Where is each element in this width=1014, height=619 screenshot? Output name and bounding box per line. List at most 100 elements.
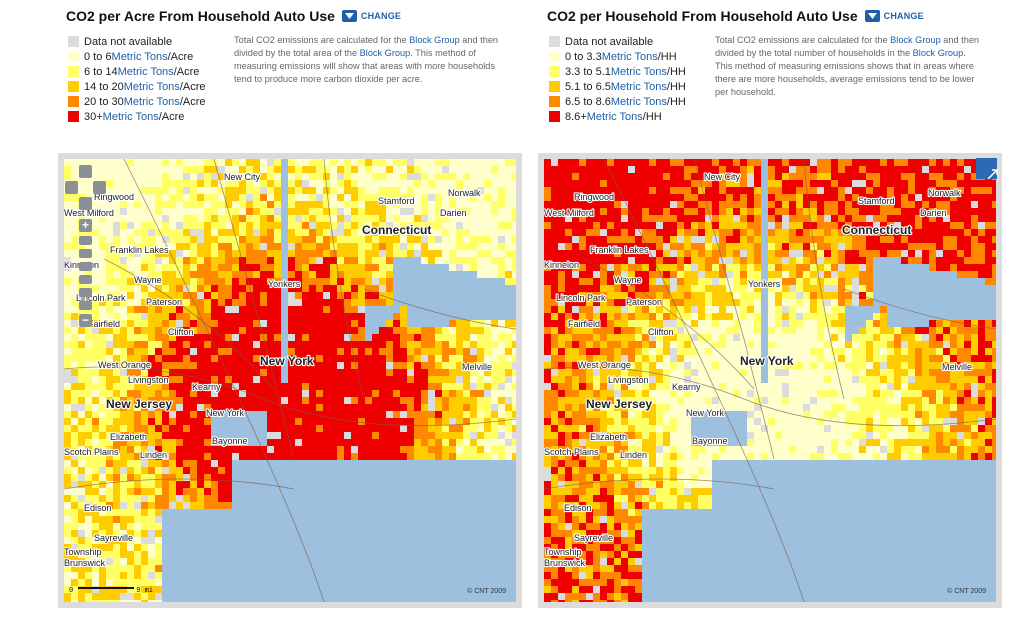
metric-tons-link[interactable]: Metric Tons <box>102 110 159 123</box>
block-group-cell <box>176 243 183 250</box>
block-group-cell <box>498 250 505 257</box>
block-group-cell <box>162 187 169 194</box>
block-group-cell <box>162 411 169 418</box>
block-group-cell <box>607 180 614 187</box>
block-group-cell <box>803 236 810 243</box>
block-group-cell <box>964 362 971 369</box>
block-group-cell <box>407 390 414 397</box>
zoom-level[interactable] <box>79 249 92 258</box>
block-group-cell <box>260 222 267 229</box>
block-group-cell <box>92 565 99 572</box>
block-group-cell <box>943 243 950 250</box>
block-group-cell <box>414 229 421 236</box>
pan-right-button[interactable] <box>93 181 106 194</box>
block-group-cell <box>859 250 866 257</box>
block-group-cell <box>99 257 106 264</box>
block-group-link[interactable]: Block Group <box>912 48 964 58</box>
block-group-cell <box>733 348 740 355</box>
zoom-level[interactable] <box>79 288 92 297</box>
block-group-cell <box>614 208 621 215</box>
change-label: CHANGE <box>360 11 402 21</box>
block-group-cell <box>330 264 337 271</box>
block-group-cell <box>99 250 106 257</box>
zoom-out-button[interactable]: − <box>79 314 92 327</box>
block-group-cell <box>558 159 565 166</box>
metric-tons-link[interactable]: Metric Tons <box>586 110 643 123</box>
block-group-cell <box>323 362 330 369</box>
block-group-cell <box>656 229 663 236</box>
block-group-link[interactable]: Block Group <box>359 48 411 58</box>
block-group-cell <box>435 425 442 432</box>
zoom-level[interactable] <box>79 262 92 271</box>
block-group-cell <box>789 215 796 222</box>
block-group-cell <box>239 250 246 257</box>
block-group-cell <box>99 320 106 327</box>
zoom-in-button[interactable]: + <box>79 219 92 232</box>
block-group-cell <box>78 334 85 341</box>
metric-tons-link[interactable]: Metric Tons <box>111 50 168 63</box>
block-group-cell <box>78 502 85 509</box>
zoom-level[interactable] <box>79 275 92 284</box>
block-group-cell <box>155 600 162 602</box>
block-group-cell <box>985 201 992 208</box>
block-group-cell <box>190 488 197 495</box>
metric-tons-link[interactable]: Metric Tons <box>610 80 667 93</box>
pan-left-button[interactable] <box>65 181 78 194</box>
block-group-cell <box>330 180 337 187</box>
block-group-cell <box>204 334 211 341</box>
block-group-cell <box>414 208 421 215</box>
block-group-cell <box>288 257 295 264</box>
block-group-cell <box>971 369 978 376</box>
block-group-cell <box>218 404 225 411</box>
legend-range: 0 to 3.3 <box>565 50 602 63</box>
block-group-cell <box>992 187 996 194</box>
block-group-cell <box>649 194 656 201</box>
block-group-cell <box>365 376 372 383</box>
block-group-cell <box>691 348 698 355</box>
block-group-cell <box>859 362 866 369</box>
metric-tons-link[interactable]: Metric Tons <box>610 95 667 108</box>
block-group-cell <box>628 187 635 194</box>
block-group-cell <box>169 390 176 397</box>
block-group-cell <box>71 488 78 495</box>
metric-tons-link[interactable]: Metric Tons <box>610 65 667 78</box>
zoom-level[interactable] <box>79 301 92 310</box>
block-group-cell <box>344 222 351 229</box>
block-group-cell <box>106 180 113 187</box>
block-group-cell <box>491 369 498 376</box>
metric-tons-link[interactable]: Metric Tons <box>601 50 658 63</box>
block-group-cell <box>274 306 281 313</box>
block-group-cell <box>78 593 85 600</box>
block-group-cell <box>456 411 463 418</box>
pan-down-button[interactable] <box>79 197 92 210</box>
block-group-cell <box>544 250 551 257</box>
block-group-link[interactable]: Block Group <box>890 35 941 45</box>
block-group-cell <box>705 243 712 250</box>
block-group-cell <box>442 390 449 397</box>
block-group-cell <box>838 355 845 362</box>
block-group-cell <box>572 243 579 250</box>
block-group-cell <box>887 376 894 383</box>
pan-up-button[interactable] <box>79 165 92 178</box>
block-group-link[interactable]: Block Group <box>409 35 460 45</box>
zoom-level[interactable] <box>79 236 92 245</box>
block-group-cell <box>922 362 929 369</box>
change-button[interactable]: CHANGE <box>341 10 402 22</box>
block-group-cell <box>64 516 71 523</box>
block-group-cell <box>558 376 565 383</box>
metric-tons-link[interactable]: Metric Tons <box>123 95 180 108</box>
block-group-cell <box>253 201 260 208</box>
block-group-cell <box>358 299 365 306</box>
metric-tons-link[interactable]: Metric Tons <box>117 65 174 78</box>
block-group-cell <box>267 166 274 173</box>
block-group-cell <box>463 348 470 355</box>
block-group-cell <box>684 285 691 292</box>
block-group-cell <box>99 285 106 292</box>
metric-tons-link[interactable]: Metric Tons <box>123 80 180 93</box>
change-button[interactable]: CHANGE <box>864 10 924 22</box>
block-group-cell <box>831 292 838 299</box>
block-group-cell <box>302 334 309 341</box>
block-group-cell <box>747 166 754 173</box>
